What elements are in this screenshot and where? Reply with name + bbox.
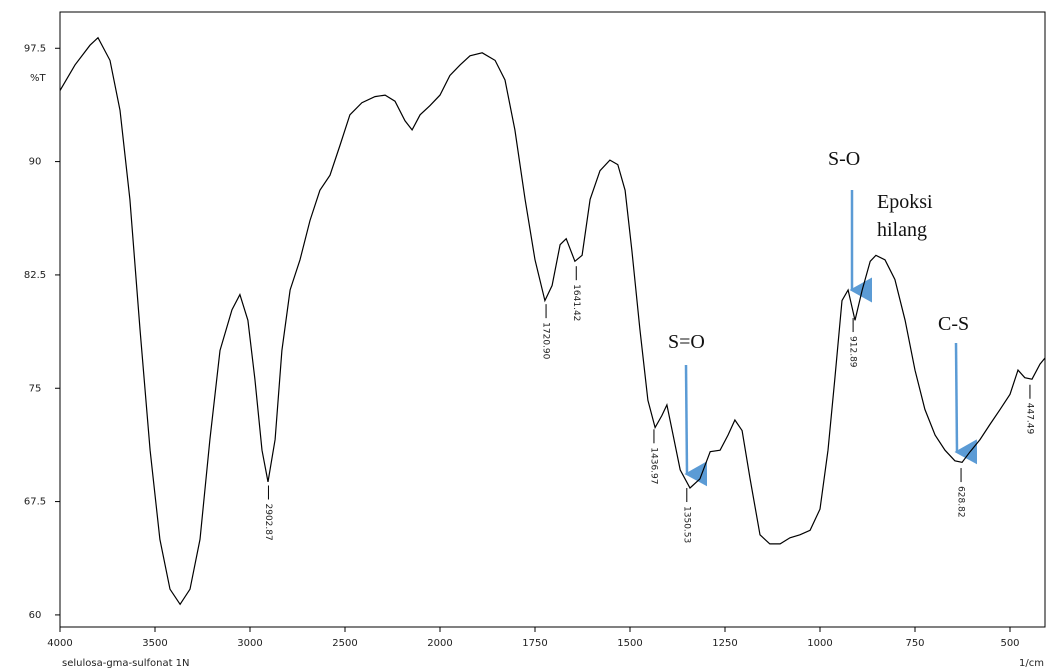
x-tick-label: 750 <box>905 638 924 649</box>
annotation: Epoksi hilang <box>877 191 933 241</box>
y-tick-label: 60 <box>29 610 42 621</box>
annotation: S=O <box>668 331 705 353</box>
x-tick-label: 2000 <box>427 638 452 649</box>
peak-label: 628.82 <box>956 486 966 518</box>
x-tick-label: 2500 <box>332 638 357 649</box>
x-tick-label: 4000 <box>47 638 72 649</box>
x-tick-label: 3000 <box>237 638 262 649</box>
x-tick-label: 500 <box>1000 638 1019 649</box>
peak-label: 1436.97 <box>648 447 658 484</box>
spectrum-line <box>59 36 1046 606</box>
annotation: S-O <box>828 148 861 170</box>
peak-label: 1350.53 <box>681 506 691 543</box>
peak-label: 2902.87 <box>263 504 273 541</box>
y-tick-label: 67.5 <box>24 497 46 508</box>
plot-frame <box>59 11 1046 628</box>
annotation: C-S <box>938 313 970 335</box>
peak-label: 1720.90 <box>541 322 551 359</box>
x-tick-label: 1500 <box>617 638 642 649</box>
x-tick-label: 1750 <box>522 638 547 649</box>
annotation-arrow <box>684 364 708 487</box>
y-tick-label: 97.5 <box>24 43 46 54</box>
x-tick-label: 3500 <box>142 638 167 649</box>
y-tick-label: 82.5 <box>24 270 46 281</box>
y-axis-label: %T <box>30 73 47 84</box>
sample-label: selulosa-gma-sulfonat 1N <box>62 658 190 669</box>
x-tick-label: 1250 <box>712 638 737 649</box>
annotation-arrow <box>954 342 978 465</box>
y-tick-label: 90 <box>29 157 42 168</box>
x-tick-label: 1000 <box>807 638 832 649</box>
peak-label: 447.49 <box>1024 403 1034 435</box>
peak-label: 1641.42 <box>571 284 581 321</box>
peak-label: 912.89 <box>848 336 858 368</box>
y-tick-label: 75 <box>29 383 42 394</box>
x-axis-label: 1/cm <box>1019 658 1044 669</box>
